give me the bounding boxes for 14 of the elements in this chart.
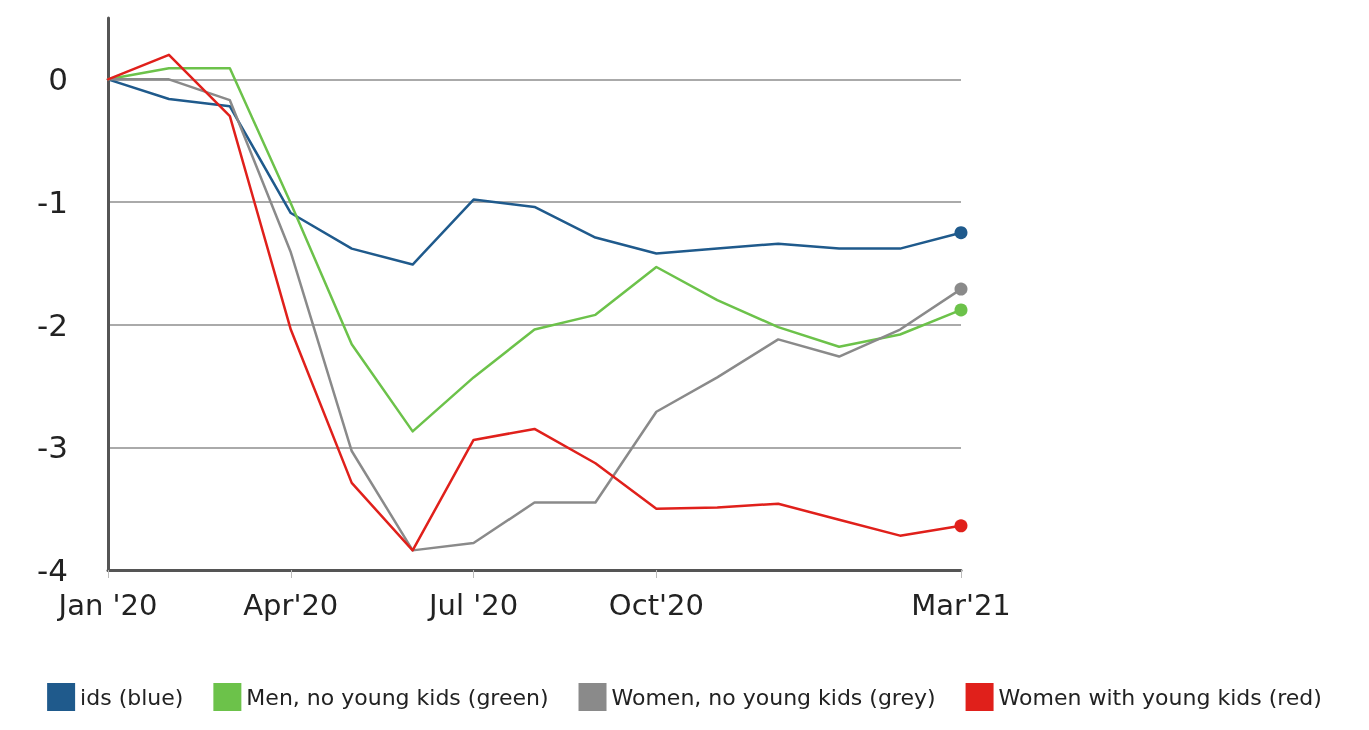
x-tick-label: Jul '20 xyxy=(427,587,519,622)
y-tick-label: -1 xyxy=(37,184,68,220)
legend-label: Men, no young kids (green) xyxy=(246,684,549,710)
y-tick-label: -3 xyxy=(37,429,68,466)
legend-label: Women with young kids (red) xyxy=(998,684,1322,710)
legend-label: ids (blue) xyxy=(80,684,184,710)
y-tick-label: 0 xyxy=(48,61,68,98)
legend-label: Women, no young kids (grey) xyxy=(611,684,936,710)
x-tick-label: Mar'21 xyxy=(911,587,1011,622)
y-tick-label: -2 xyxy=(37,306,68,343)
x-tick-label: Oct'20 xyxy=(608,587,704,622)
x-tick-label: Apr'20 xyxy=(243,587,339,622)
y-tick-label: -4 xyxy=(37,552,68,588)
x-tick-label: Jan '20 xyxy=(56,587,158,622)
